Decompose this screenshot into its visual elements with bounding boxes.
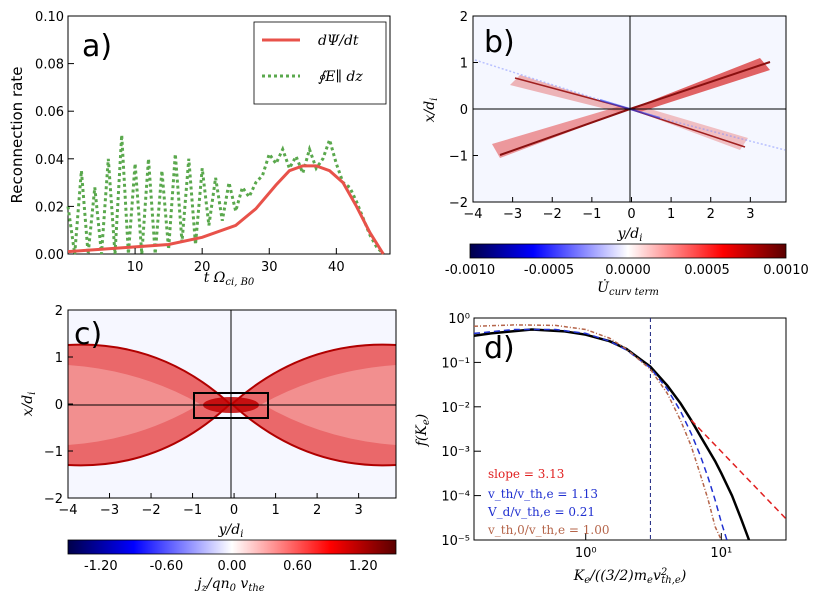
a-ytick-label: 0.08 bbox=[35, 58, 64, 73]
legend-dpsi: dΨ/dt bbox=[318, 33, 359, 49]
xtick-label: −3 bbox=[100, 503, 119, 518]
d-ytick-label: 10⁻² bbox=[441, 401, 470, 416]
b-xlabel: y/di bbox=[617, 226, 643, 244]
ytick-label: 1 bbox=[55, 351, 63, 366]
xtick-label: −4 bbox=[58, 503, 77, 518]
colorbar-tick-label: 1.20 bbox=[349, 559, 378, 574]
a-ytick-label: 0.02 bbox=[35, 200, 64, 215]
d-ytick-label: 10⁻³ bbox=[441, 445, 470, 460]
ytick-label: −1 bbox=[44, 445, 63, 460]
d-ytick-label: 10⁻⁵ bbox=[441, 534, 470, 549]
xtick-label: 0 bbox=[627, 207, 635, 222]
a-ytick-label: 0.10 bbox=[35, 10, 64, 25]
colorbar-tick-label: 0.60 bbox=[283, 559, 312, 574]
ytick-label: 0 bbox=[460, 103, 468, 118]
b-ylabel: x/di bbox=[422, 98, 440, 123]
d-series-maxwellian-v-th bbox=[473, 328, 728, 541]
a-xlabel: t Ωci, B0 bbox=[204, 270, 255, 288]
panel-b: −4 −3 −2 −1 0 1 2 3 −2 −1 0 1 2 b) x/di y/di -0.001… bbox=[422, 10, 809, 298]
c-colorbar-label: jz/qn0 vthe bbox=[194, 576, 265, 594]
panel-label-d: d) bbox=[484, 331, 515, 366]
xtick-label: 2 bbox=[313, 503, 321, 518]
d-annot-vd: V_d/v_th,e = 0.21 bbox=[487, 505, 595, 519]
d-series-power-law-slope bbox=[690, 419, 787, 520]
xtick-label: 3 bbox=[354, 503, 362, 518]
d-annot-vth0: v_th,0/v_th,e = 1.00 bbox=[487, 523, 609, 537]
d-series-data bbox=[473, 328, 751, 541]
colorbar-c bbox=[67, 539, 397, 555]
xtick-label: 1 bbox=[271, 503, 279, 518]
xtick-label: 1 bbox=[667, 207, 675, 222]
a-xtick-label: 40 bbox=[328, 260, 345, 275]
d-xtick-label: 10¹ bbox=[710, 546, 732, 561]
d-ylabel: f(Ke) bbox=[414, 414, 432, 448]
xtick-label: −3 bbox=[503, 207, 522, 222]
a-ylabel: Reconnection rate bbox=[8, 67, 26, 204]
ytick-label: 2 bbox=[460, 10, 468, 25]
a-xtick-label: 10 bbox=[127, 260, 144, 275]
ytick-label: 0 bbox=[55, 398, 63, 413]
ytick-label: −2 bbox=[449, 196, 468, 211]
ytick-label: −2 bbox=[44, 492, 63, 507]
colorbar-tick-label: -0.0005 bbox=[524, 263, 574, 278]
panel-label-a: a) bbox=[82, 29, 112, 64]
panel-a: 10 20 30 40 0.00 0.02 0.04 0.06 0.08 0.10 a) Rec… bbox=[8, 10, 391, 288]
xtick-label: −4 bbox=[463, 207, 482, 222]
panel-label-c: c) bbox=[74, 317, 102, 352]
panel-c: −4 −3 −2 −1 0 1 2 3 −2 −1 0 1 2 c) x/di y/di -1.20 -… bbox=[20, 304, 397, 594]
a-xtick-label: 30 bbox=[261, 260, 278, 275]
colorbar-tick-label: 0.0005 bbox=[684, 263, 730, 278]
d-ytick-label: 10⁰ bbox=[448, 312, 470, 327]
legend: dΨ/dt ∮E∥ dz bbox=[253, 21, 387, 105]
d-annot-slope: slope = 3.13 bbox=[488, 467, 564, 481]
ytick-label: 2 bbox=[55, 304, 63, 319]
diffusion-region-box bbox=[193, 392, 269, 419]
panel-label-b: b) bbox=[484, 25, 515, 60]
a-series-efield bbox=[66, 134, 385, 256]
xtick-label: 3 bbox=[746, 207, 754, 222]
d-ytick-label: 10⁻¹ bbox=[441, 356, 470, 371]
b-colorbar-label: U̇curv term bbox=[597, 278, 659, 298]
c-xlabel: y/di bbox=[218, 522, 244, 540]
colorbar-b bbox=[469, 243, 787, 259]
colorbar-tick-label: 0.0010 bbox=[763, 263, 809, 278]
a-ytick-label: 0.04 bbox=[35, 153, 64, 168]
ytick-label: −1 bbox=[449, 150, 468, 165]
colorbar-tick-label: -1.20 bbox=[84, 559, 118, 574]
xtick-label: −2 bbox=[543, 207, 562, 222]
a-ytick-label: 0.06 bbox=[35, 105, 64, 120]
c-ylabel: x/di bbox=[20, 392, 38, 417]
colorbar-tick-label: -0.0010 bbox=[445, 263, 495, 278]
a-ytick-label: 0.00 bbox=[35, 248, 64, 263]
xtick-label: −1 bbox=[582, 207, 601, 222]
ytick-label: 1 bbox=[460, 57, 468, 72]
legend-efield: ∮E∥ dz bbox=[318, 69, 363, 85]
colorbar-tick-label: -0.60 bbox=[150, 559, 184, 574]
colorbar-tick-label: 0.0000 bbox=[605, 263, 651, 278]
colorbar-tick-label: 0.00 bbox=[218, 559, 247, 574]
xtick-label: −1 bbox=[183, 503, 202, 518]
d-annot-vth: v_th/v_th,e = 1.13 bbox=[487, 487, 598, 501]
a-series-dpsi bbox=[67, 164, 385, 255]
d-ytick-label: 10⁻⁴ bbox=[441, 490, 470, 505]
d-xtick-label: 10⁰ bbox=[575, 546, 597, 561]
xtick-label: −2 bbox=[141, 503, 160, 518]
xtick-label: 2 bbox=[707, 207, 715, 222]
d-xlabel: Ke/((3/2)mev2 th,e) bbox=[573, 567, 687, 586]
a-xtick-label: 20 bbox=[194, 260, 211, 275]
xtick-label: 0 bbox=[230, 503, 238, 518]
